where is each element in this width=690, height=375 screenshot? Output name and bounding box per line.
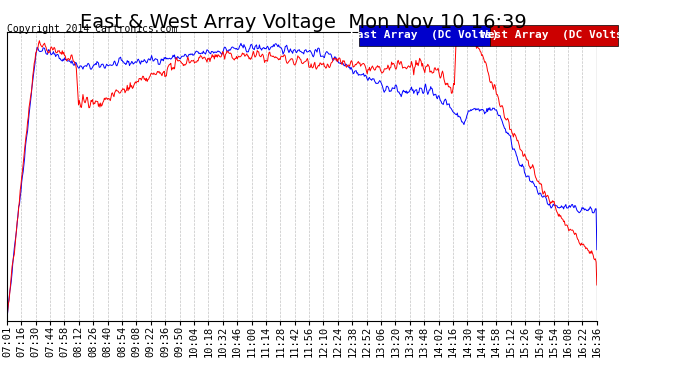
East Array  (DC Volts) (39, 46, 47, 50)
Text: East Array  (DC Volts): East Array (DC Volts) (350, 30, 499, 40)
East Array  (DC Volts) (362, 73, 370, 78)
West Array  (DC Volts) (346, 64, 354, 69)
East Array  (DC Volts) (593, 248, 601, 252)
Text: West Array  (DC Volts): West Array (DC Volts) (481, 30, 630, 40)
West Array  (DC Volts) (379, 70, 387, 74)
West Array  (DC Volts) (39, 43, 47, 47)
West Array  (DC Volts) (3, 316, 11, 321)
West Array  (DC Volts) (361, 63, 369, 68)
East Array  (DC Volts) (237, 41, 245, 45)
East Array  (DC Volts) (346, 67, 355, 72)
West Array  (DC Volts) (593, 283, 601, 287)
East Array  (DC Volts) (3, 316, 11, 321)
West Array  (DC Volts) (455, 23, 463, 27)
East Array  (DC Volts) (380, 88, 388, 93)
East Array  (DC Volts) (451, 112, 460, 116)
East Array  (DC Volts) (511, 150, 520, 154)
Line: East Array  (DC Volts): East Array (DC Volts) (7, 43, 597, 318)
Text: East & West Array Voltage  Mon Nov 10 16:39: East & West Array Voltage Mon Nov 10 16:… (80, 13, 527, 32)
West Array  (DC Volts) (450, 82, 458, 87)
Line: West Array  (DC Volts): West Array (DC Volts) (7, 25, 597, 318)
West Array  (DC Volts) (511, 134, 520, 138)
Text: Copyright 2014 Cartronics.com: Copyright 2014 Cartronics.com (7, 24, 177, 34)
